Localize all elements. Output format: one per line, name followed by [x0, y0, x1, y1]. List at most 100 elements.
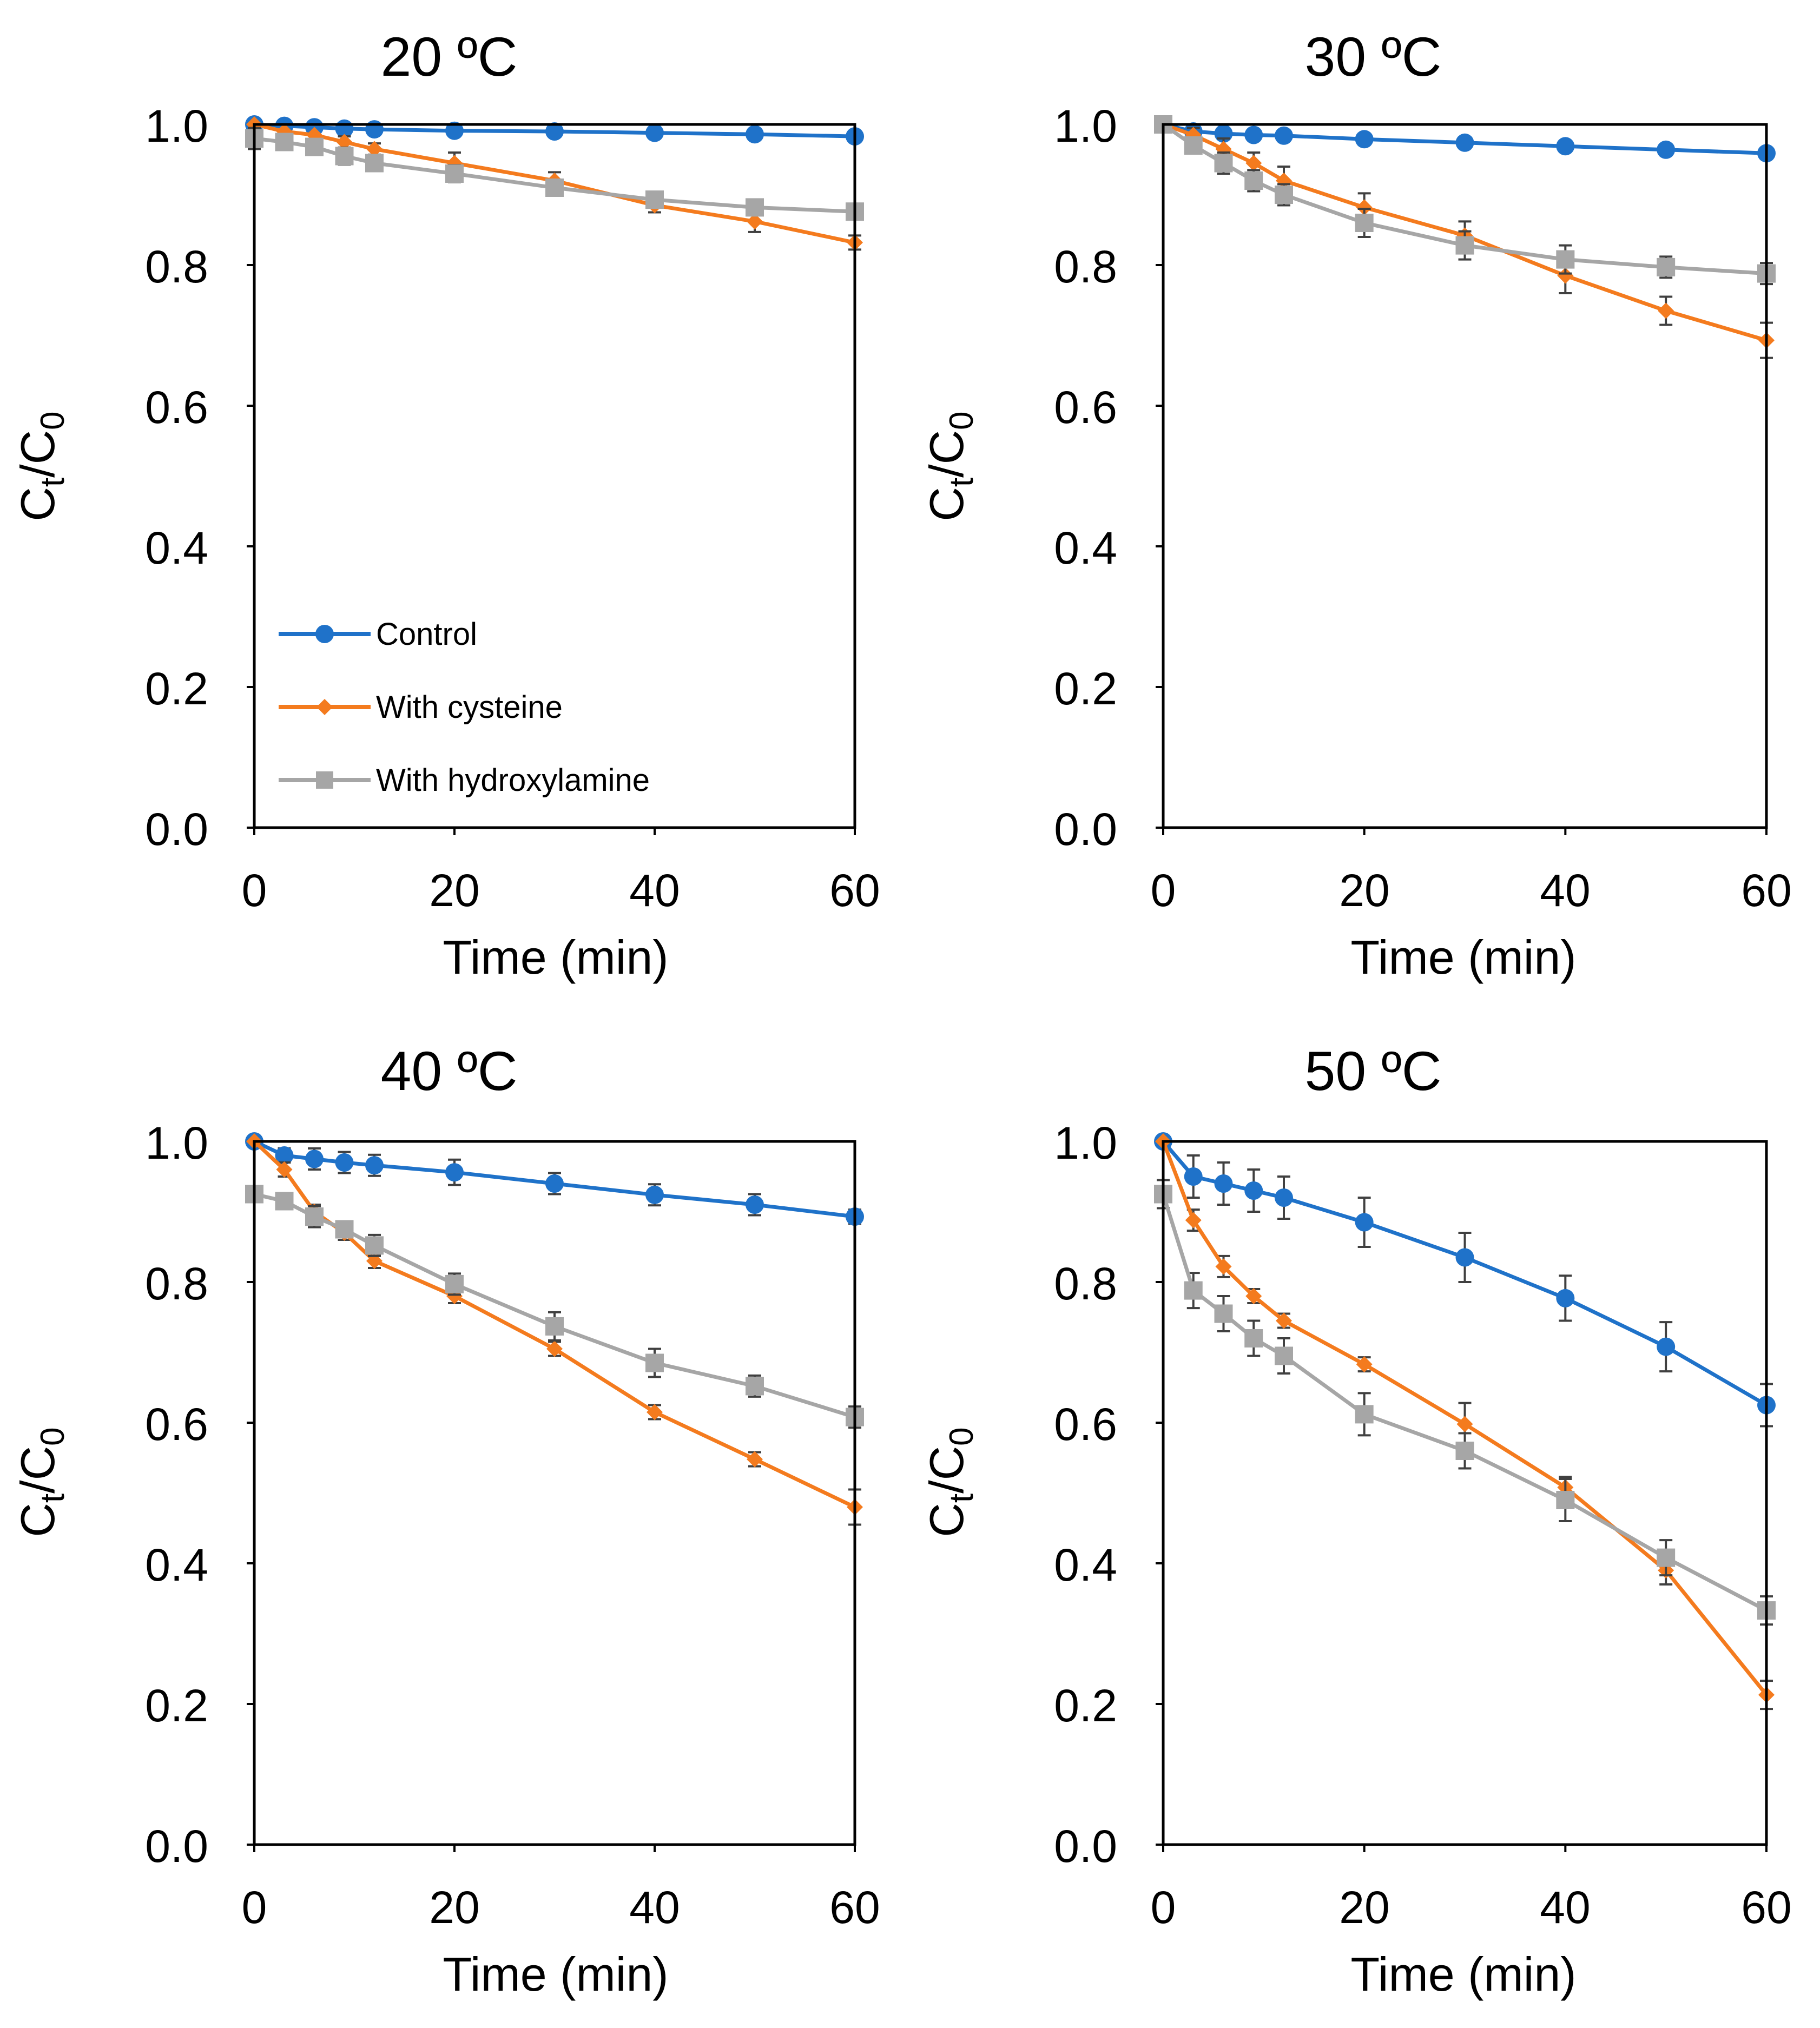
point-control: [365, 1156, 384, 1175]
point-hydroxylamine: [1657, 257, 1676, 276]
y-tick-label: 0.4: [145, 523, 208, 573]
point-cysteine: [1356, 199, 1373, 216]
point-control: [1455, 133, 1474, 152]
svg-text:Ct/C0: Ct/C0: [11, 1427, 71, 1537]
point-control: [746, 125, 764, 144]
point-cysteine: [1557, 267, 1574, 284]
x-tick-label: 40: [629, 1882, 680, 1933]
point-hydroxylamine: [645, 1353, 664, 1372]
y-tick-label: 1.0: [1054, 101, 1117, 151]
x-tick-label: 60: [829, 865, 880, 916]
point-control: [335, 1153, 354, 1172]
x-tick-label: 20: [1339, 1882, 1389, 1933]
point-control: [305, 1150, 324, 1168]
y-tick-label: 0.4: [1054, 523, 1117, 573]
point-control: [545, 1174, 564, 1193]
point-cysteine: [546, 1340, 563, 1357]
y-tick-label: 0.0: [145, 804, 208, 855]
point-hydroxylamine: [365, 154, 384, 173]
point-hydroxylamine: [545, 1317, 564, 1336]
legend-item-hydroxylamine: With hydroxylamine: [279, 763, 650, 798]
point-hydroxylamine: [1244, 171, 1263, 190]
panel-title: 20 ºC: [381, 26, 518, 88]
series-line-hydroxylamine: [254, 1192, 856, 1419]
x-tick-label: 0: [242, 865, 267, 916]
panel-30c: 30 ºC Ct/C0 Time (min) 0.0 0.2 0.4 0.6 0…: [920, 26, 1792, 984]
y-tick-label: 0.4: [1054, 1540, 1117, 1590]
point-cysteine: [1245, 155, 1262, 171]
legend-label-control: Control: [376, 617, 477, 652]
series-line-control: [254, 122, 855, 138]
point-cysteine: [1456, 1416, 1473, 1432]
point-control: [445, 1163, 464, 1182]
plot-area: [253, 123, 856, 829]
y-tick-label: 0.2: [1054, 663, 1117, 714]
y-tick-label: 1.0: [145, 101, 208, 151]
series-line-control: [1162, 1140, 1768, 1407]
point-control: [1556, 1289, 1575, 1307]
legend-label-hydroxylamine: With hydroxylamine: [376, 763, 650, 798]
point-cysteine: [336, 134, 353, 150]
series-line-hydroxylamine: [254, 136, 855, 214]
point-cysteine: [747, 1451, 763, 1468]
point-control: [645, 123, 664, 142]
point-hydroxylamine: [1355, 214, 1374, 232]
x-axis-label: Time (min): [1350, 930, 1576, 984]
x-tick-label: 60: [1741, 1882, 1791, 1933]
x-tick-label: 40: [1540, 1882, 1590, 1933]
point-hydroxylamine: [1214, 154, 1233, 173]
point-control: [365, 120, 384, 139]
x-axis-label: Time (min): [443, 1947, 668, 2001]
point-hydroxylamine: [275, 1192, 294, 1211]
point-control: [1455, 1248, 1474, 1267]
y-tick-label: 1.0: [1054, 1118, 1117, 1168]
panel-title: 50 ºC: [1305, 1040, 1442, 1102]
point-hydroxylamine: [305, 137, 324, 156]
x-tick-label: 0: [1151, 865, 1176, 916]
point-control: [1657, 1337, 1676, 1356]
point-cysteine: [1356, 1356, 1373, 1373]
legend-label-cysteine: With cysteine: [376, 690, 563, 725]
y-tick-label: 0.6: [145, 1399, 208, 1450]
point-hydroxylamine: [1455, 1442, 1474, 1460]
point-control: [1556, 137, 1575, 156]
point-hydroxylamine: [1214, 1304, 1233, 1323]
y-tick-label: 0.6: [1054, 382, 1117, 433]
point-hydroxylamine: [1275, 186, 1293, 204]
point-control: [1184, 1167, 1203, 1186]
plot-area: [253, 1140, 856, 1846]
point-hydroxylamine: [275, 133, 294, 151]
point-hydroxylamine: [1455, 236, 1474, 255]
y-tick-label: 0.0: [145, 1821, 208, 1872]
y-tick-label: 0.6: [1054, 1399, 1117, 1450]
point-hydroxylamine: [305, 1207, 324, 1226]
point-hydroxylamine: [645, 190, 664, 209]
point-control: [1275, 126, 1293, 145]
point-hydroxylamine: [1244, 1329, 1263, 1347]
point-cysteine: [366, 141, 383, 157]
legend: Control With cysteine With hydroxylamine: [279, 617, 650, 798]
point-control: [1275, 1188, 1293, 1207]
point-cysteine: [1276, 1312, 1292, 1329]
series-line-cysteine: [1162, 122, 1767, 342]
x-tick-label: 60: [1741, 865, 1791, 916]
point-control: [545, 122, 564, 141]
plot-area: [1162, 123, 1768, 829]
x-tick-label: 20: [429, 865, 479, 916]
point-hydroxylamine: [335, 1220, 354, 1239]
legend-marker-control: [315, 625, 334, 643]
point-cysteine: [1215, 1258, 1232, 1275]
y-axis-label: Ct/C0: [11, 411, 71, 521]
point-cysteine: [1245, 1288, 1262, 1304]
svg-text:Ct/C0: Ct/C0: [920, 411, 980, 521]
series-line-control: [253, 1139, 855, 1219]
svg-text:Ct/C0: Ct/C0: [11, 411, 71, 521]
point-cysteine: [747, 213, 763, 230]
y-axis-label: Ct/C0: [11, 1427, 71, 1537]
y-tick-label: 0.0: [1054, 1821, 1117, 1872]
point-hydroxylamine: [445, 1274, 464, 1293]
point-hydroxylamine: [1355, 1405, 1374, 1424]
point-hydroxylamine: [1657, 1548, 1676, 1567]
legend-item-control: Control: [279, 617, 477, 652]
